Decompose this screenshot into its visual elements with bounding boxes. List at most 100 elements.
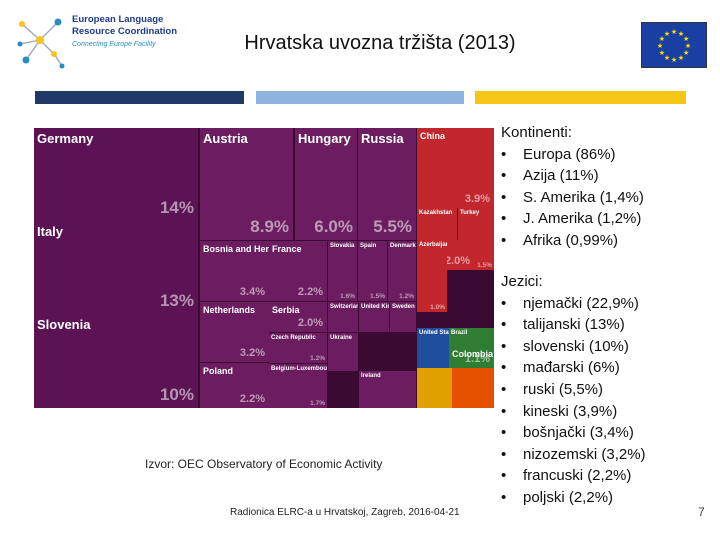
treemap-cell: 1.0% — [417, 270, 447, 312]
treemap-cell-label: Turkey — [460, 210, 480, 216]
languages-item: • francuski (2,2%) — [501, 465, 646, 487]
treemap-cell: China 3.9% — [417, 128, 494, 208]
treemap-cell: United States — [417, 328, 449, 368]
decor-bar-navy — [35, 91, 244, 104]
treemap-cell-label: Brazil — [451, 330, 468, 336]
bullet-icon: • — [501, 210, 507, 228]
treemap-cell-label: Slovenia — [37, 317, 91, 332]
treemap-cell: United Kingdom — [359, 302, 389, 332]
treemap-cell-label: Netherlands — [203, 305, 256, 315]
languages-items: • njemački (22,9%) • talijanski (13%) • slove… — [501, 293, 646, 509]
treemap-cell-value: 1.0% — [430, 304, 445, 311]
continents-item-label: Afrika (0,99%) — [523, 231, 619, 249]
eu-star-icon: ★ — [683, 35, 689, 43]
eu-star-icon: ★ — [657, 42, 663, 50]
treemap-cell-value: 2.2% — [297, 286, 323, 298]
bullet-icon: • — [501, 337, 507, 355]
treemap-cell-label: Germany — [37, 131, 94, 146]
continents-item: • Azija (11%) — [501, 165, 644, 187]
treemap-cell: Poland 2.2% — [200, 363, 269, 408]
eu-flag-icon: ★ ★ ★ ★ ★ ★ ★ ★ ★ ★ ★ ★ — [641, 22, 707, 68]
treemap-cell: France 2.2% — [269, 241, 327, 301]
eu-star-icon: ★ — [659, 35, 665, 43]
languages-item: • nizozemski (3,2%) — [501, 444, 646, 466]
languages-list: Jezici: • njemački (22,9%) • talijanski (13… — [501, 271, 646, 509]
languages-item-label: njemački (22,9%) — [523, 294, 639, 312]
continents-item: • J. Amerika (1,2%) — [501, 208, 644, 230]
eu-star-icon: ★ — [683, 49, 689, 57]
treemap-cell-label: Switzerland — [330, 304, 358, 310]
treemap-cell-value: 2.0% — [447, 255, 470, 267]
bullet-icon: • — [501, 359, 507, 377]
languages-item: • ruski (5,5%) — [501, 379, 646, 401]
decor-bar-lightblue — [256, 91, 464, 104]
treemap-cell-label: Czech Republic — [271, 335, 316, 341]
eu-star-icon: ★ — [678, 30, 684, 38]
treemap-cell: 2.0% — [447, 240, 474, 270]
bullet-icon: • — [501, 380, 507, 398]
treemap-cell: Spain 1.5% — [358, 241, 387, 301]
languages-item: • njemački (22,9%) — [501, 293, 646, 315]
treemap-cell-value: 2.2% — [239, 393, 265, 405]
languages-item: • talijanski (13%) — [501, 314, 646, 336]
treemap-cell: Netherlands 3.2% — [200, 302, 269, 362]
eu-star-icon: ★ — [659, 49, 665, 57]
treemap-cell-value: 1.7% — [310, 400, 325, 407]
treemap-cell-value: 1.2% — [310, 355, 325, 362]
languages-item-label: poljski (2,2%) — [523, 488, 614, 506]
bullet-icon: • — [501, 445, 507, 463]
treemap-cell: Italy 13% — [34, 221, 198, 314]
import-markets-treemap: Germany 14% Italy 13% Slovenia 10% Austria 8.9%… — [34, 128, 494, 408]
treemap-cell-value: 1.2% — [399, 293, 414, 300]
treemap-cell-label: Spain — [360, 243, 377, 249]
continents-items: • Europa (86%) • Azija (11%) • S. Amerika (1,… — [501, 144, 644, 252]
slide-title: Hrvatska uvozna tržišta (2013) — [244, 32, 516, 54]
treemap-cell-label: China — [420, 131, 446, 141]
continents-heading: Kontinenti: — [501, 124, 572, 141]
treemap-cell-label: Poland — [203, 366, 234, 376]
eu-star-icon: ★ — [664, 30, 670, 38]
languages-item: • kineski (3,9%) — [501, 401, 646, 423]
treemap-cell-value: 1.5% — [370, 293, 385, 300]
treemap-cell-label: United Kingdom — [361, 304, 389, 310]
eu-star-icon: ★ — [664, 54, 670, 62]
treemap-cell: Colombia 1.1% — [449, 346, 494, 368]
footer-text: Radionica ELRC-a u Hrvatskoj, Zagreb, 20… — [230, 507, 460, 518]
continents-item: • S. Amerika (1,4%) — [501, 187, 644, 209]
treemap-cell: Slovenia 10% — [34, 314, 198, 408]
eu-stars: ★★★★★★★★★ ★ ★★ — [657, 28, 691, 64]
treemap-cell-value: 10% — [159, 385, 194, 404]
treemap-cell-label: Colombia — [452, 349, 494, 359]
treemap-cell-value: 2.0% — [297, 317, 323, 329]
treemap-cell-value: 6.0% — [314, 217, 353, 236]
treemap-cell-label: France — [272, 244, 302, 254]
treemap-cell-label: Sweden — [392, 304, 415, 310]
treemap-cell: Switzerland — [328, 302, 358, 332]
logo-text: European Language Resource Coordination … — [72, 14, 182, 52]
treemap-cell-label: Austria — [203, 131, 248, 146]
continents-item-label: Azija (11%) — [523, 167, 599, 185]
bullet-icon: • — [501, 488, 507, 506]
treemap-cell-value: 1.1% — [464, 353, 490, 365]
treemap-cell-value: 1.6% — [340, 293, 355, 300]
continents-item-label: J. Amerika (1,2%) — [523, 210, 642, 228]
treemap-cell-value: 13% — [159, 291, 194, 310]
treemap-cell: Czech Republic 1.2% — [269, 333, 327, 363]
treemap-cell: Turkey — [458, 208, 494, 240]
treemap-cell-label: United States — [419, 330, 449, 336]
continents-item-label: Europa (86%) — [523, 145, 616, 163]
treemap-cell: 1.5% — [474, 240, 494, 270]
eu-star-icon: ★ — [671, 28, 677, 36]
languages-item-label: slovenski (10%) — [523, 337, 629, 355]
continents-item: • Afrika (0,99%) — [501, 230, 644, 252]
treemap-cell-label: Serbia — [272, 305, 300, 315]
treemap-cell: Ireland — [359, 371, 416, 408]
treemap-cell-value: 1.5% — [477, 262, 492, 269]
treemap-cell: Russia 5.5% — [358, 128, 416, 240]
languages-item-label: francuski (2,2%) — [523, 467, 632, 485]
continents-item: • Europa (86%) — [501, 144, 644, 166]
treemap-cell-value: 8.9% — [250, 217, 289, 236]
treemap-cell-label: Belgium-Luxembourg — [271, 366, 327, 372]
treemap-cell: Austria 8.9% — [200, 128, 293, 240]
treemap-cell: Kazakhstan — [417, 208, 457, 240]
